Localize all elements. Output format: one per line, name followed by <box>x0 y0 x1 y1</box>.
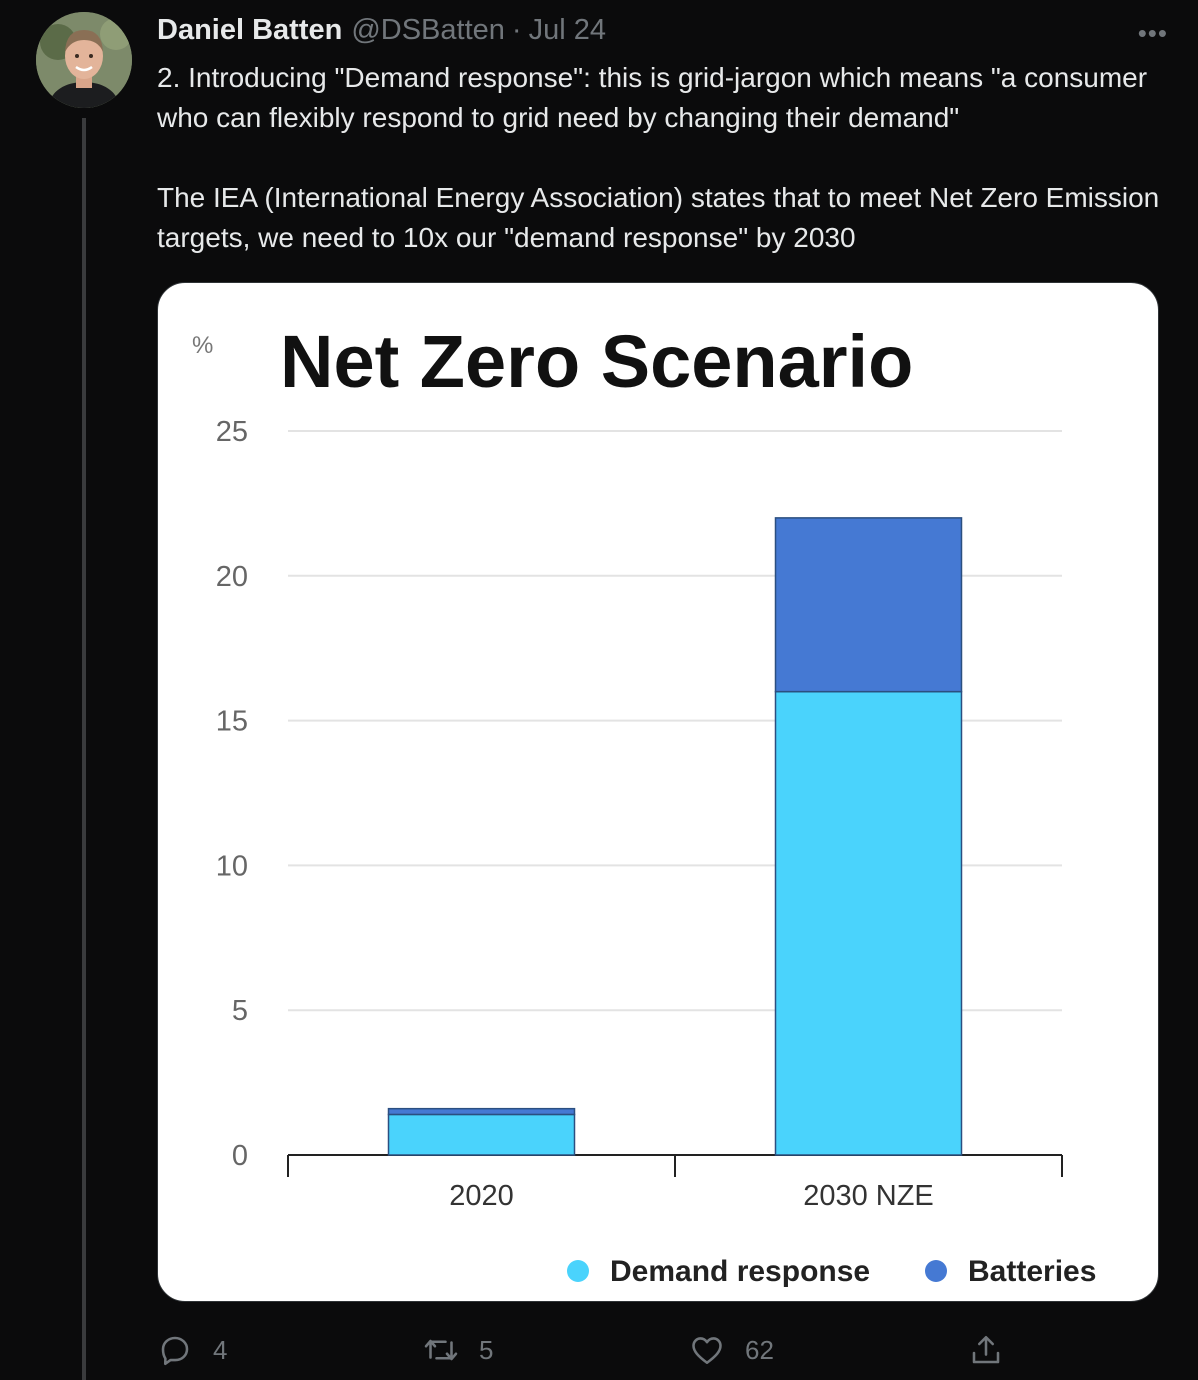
share-icon <box>972 1335 1000 1364</box>
x-tick-label: 2030 NZE <box>803 1180 934 1212</box>
user-handle[interactable]: @DSBatten <box>351 14 505 46</box>
display-name[interactable]: Daniel Batten <box>157 14 343 46</box>
y-tick-label: 5 <box>232 995 248 1027</box>
avatar-photo <box>36 12 132 108</box>
tweet-paragraph-1: 2. Introducing "Demand response": this i… <box>157 62 1148 133</box>
like-button[interactable]: 62 <box>689 1328 774 1372</box>
legend-label-1: Demand response <box>610 1255 870 1288</box>
share-button[interactable] <box>968 1328 1024 1372</box>
thread-line <box>82 118 86 1380</box>
header-separator: · <box>511 14 522 46</box>
chart: Net Zero Scenario% 0 5 10 15 20 25 2020 2030 NZE… <box>192 320 1096 1288</box>
legend-label-2: Batteries <box>968 1255 1096 1288</box>
bar-demand-response-2 <box>774 690 963 1156</box>
y-tick-label: 0 <box>232 1140 248 1172</box>
bar-batteries-1 <box>387 1107 576 1116</box>
reply-count: 4 <box>213 1334 228 1365</box>
tweet-date[interactable]: Jul 24 <box>528 14 606 46</box>
retweet-button[interactable]: 5 <box>423 1328 493 1372</box>
bar-demand-response-1 <box>387 1113 576 1156</box>
x-tick-label: 2020 <box>449 1180 514 1212</box>
tweet-text: 2. Introducing "Demand response": this i… <box>157 58 1177 258</box>
y-tick-label: 20 <box>216 561 248 593</box>
retweet-count: 5 <box>479 1334 494 1365</box>
y-tick-label: 15 <box>216 706 248 738</box>
avatar[interactable] <box>36 12 132 108</box>
retweet-icon <box>424 1339 458 1361</box>
reply-button[interactable]: 4 <box>157 1328 227 1372</box>
more-icon[interactable]: ••• <box>1137 18 1168 48</box>
legend-marker-1 <box>567 1260 589 1282</box>
tweet-header: Daniel Batten @DSBatten · Jul 24 <box>157 14 606 54</box>
bar-batteries-2 <box>774 517 963 693</box>
tweet-media-chart[interactable]: Net Zero Scenario% 0 5 10 15 20 25 2020 2030 NZE… <box>157 282 1159 1302</box>
like-icon <box>692 1337 722 1365</box>
like-count: 62 <box>745 1334 774 1365</box>
reply-icon <box>161 1336 189 1366</box>
tweet-paragraph-2: The IEA (International Energy Associatio… <box>157 182 1160 253</box>
y-tick-label: 25 <box>216 416 248 448</box>
y-tick-label: 10 <box>216 850 248 882</box>
legend-marker-2 <box>925 1260 947 1282</box>
chart-title: Net Zero Scenario <box>280 320 913 403</box>
y-axis-label: % <box>192 332 213 359</box>
tweet-actions: 4 5 62 <box>0 1328 1198 1372</box>
